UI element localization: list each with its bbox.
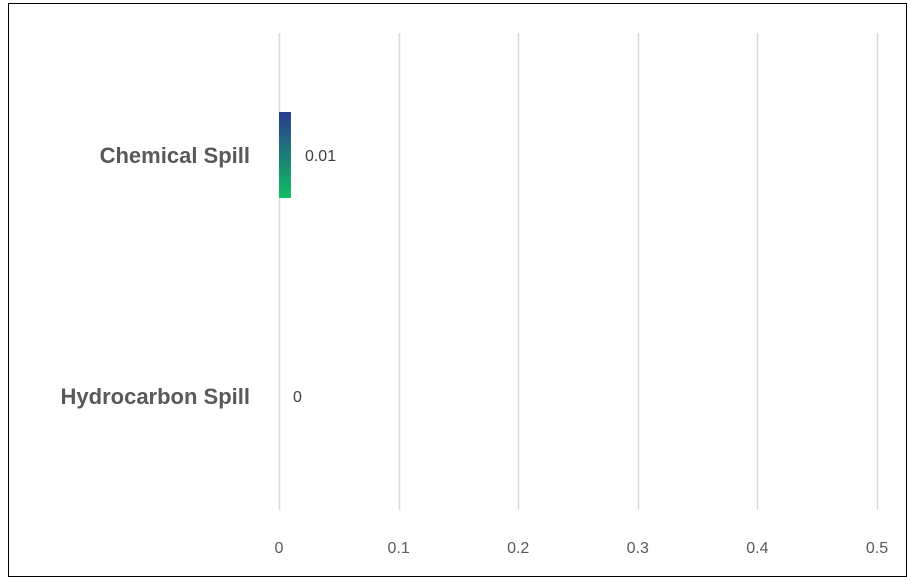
bars [279,112,291,198]
gridlines [278,33,879,510]
x-tick-label: 0.1 [387,540,409,557]
bar [279,112,291,198]
x-tick-label: 0 [275,540,284,557]
data-label: 0 [293,389,302,406]
category-label: Hydrocarbon Spill [61,384,250,409]
labels: 0 0.1 0.2 0.3 0.4 0.5 Chemical Spill 0.01 Hydroc… [61,143,889,557]
x-tick-label: 0.4 [746,540,768,557]
category-label: Chemical Spill [100,143,250,168]
x-tick-label: 0.5 [866,540,888,557]
data-label: 0.01 [305,148,336,165]
x-tick-label: 0.2 [507,540,529,557]
x-tick-label: 0.3 [627,540,649,557]
